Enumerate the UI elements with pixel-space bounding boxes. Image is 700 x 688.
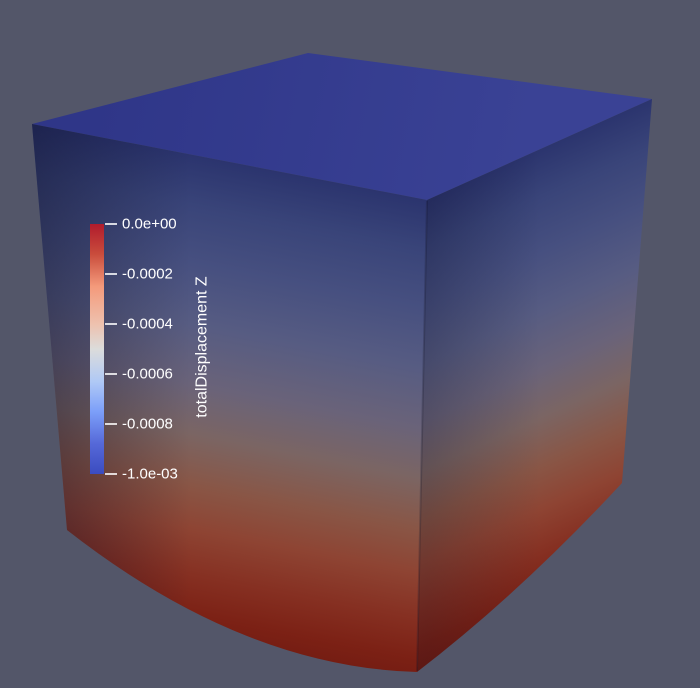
color-legend-bar xyxy=(90,224,104,474)
color-legend-ticks xyxy=(105,223,117,475)
color-legend-tick-label: -0.0008 xyxy=(122,416,173,433)
color-legend-tick-label: 0.0e+00 xyxy=(122,216,177,233)
color-legend-title: totalDisplacement Z xyxy=(194,276,211,418)
color-legend-tick-labels: 0.0e+00 -0.0002 -0.0004 -0.0006 -0.0008 … xyxy=(122,216,178,483)
color-legend-tick-label: -0.0006 xyxy=(122,366,173,383)
cube-front-vertical-edge xyxy=(416,200,428,672)
color-legend-tick-label: -0.0004 xyxy=(122,316,173,333)
cube-front-edge-shadow xyxy=(417,99,652,672)
color-legend-tick-label: -0.0002 xyxy=(122,266,173,283)
cube-left-edge-shadow xyxy=(32,124,427,672)
color-legend[interactable]: 0.0e+00 -0.0002 -0.0004 -0.0006 -0.0008 … xyxy=(90,216,211,483)
color-legend-tick-label: -1.0e-03 xyxy=(122,466,178,483)
cube-top-face xyxy=(32,53,652,200)
cube[interactable] xyxy=(32,53,652,672)
